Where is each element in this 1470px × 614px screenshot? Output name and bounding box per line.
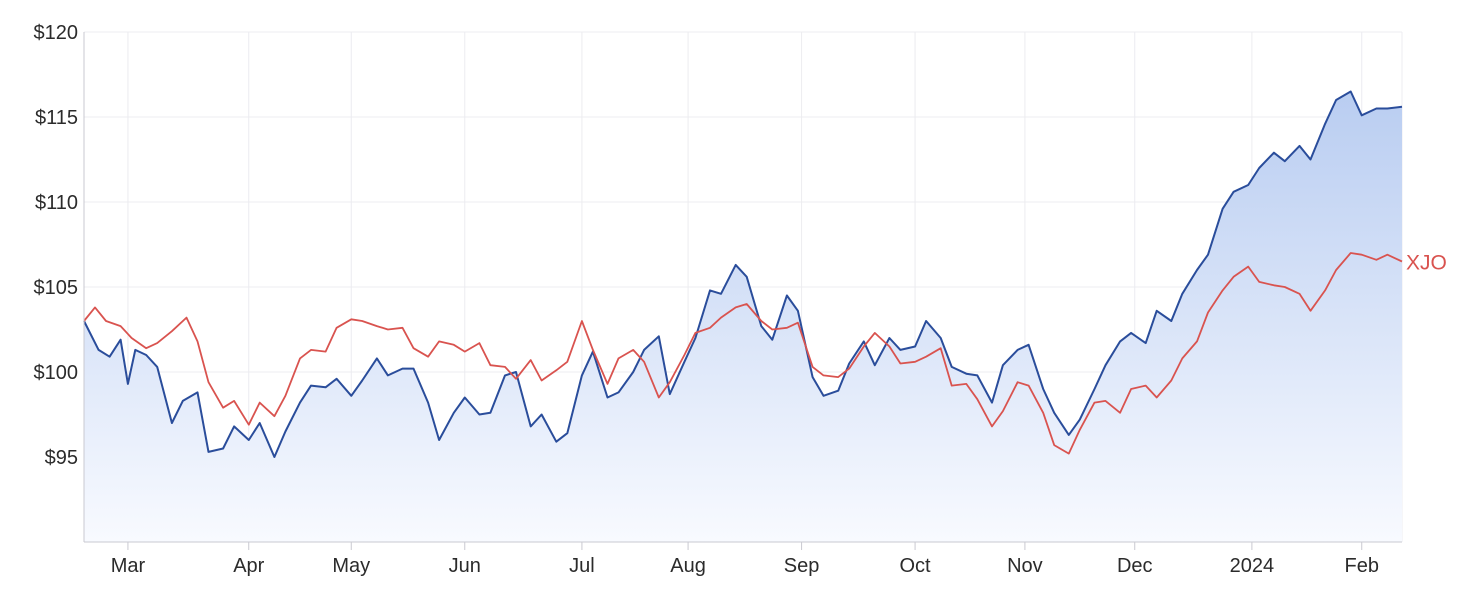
axes xyxy=(83,32,1402,550)
y-tick-label: $115 xyxy=(35,107,78,129)
tick-labels: $95 $100 $105 $110 $115 $120 Mar Apr May Jun Jul Au… xyxy=(34,22,1447,577)
price-series-line xyxy=(83,90,1403,458)
x-tick-label: May xyxy=(332,555,370,577)
x-tick-label: Nov xyxy=(1007,555,1043,577)
x-tick-label: Mar xyxy=(111,555,146,577)
x-tick-label: Dec xyxy=(1117,555,1153,577)
x-tick-label: Jun xyxy=(449,555,481,577)
series-lines xyxy=(83,90,1403,458)
y-tick-label: $105 xyxy=(34,277,79,299)
x-tick-label: Oct xyxy=(900,555,932,577)
x-tick-label: Apr xyxy=(233,555,264,577)
y-tick-label: $110 xyxy=(35,192,78,214)
price-area-fill xyxy=(84,91,1402,542)
y-tick-label: $95 xyxy=(45,447,78,469)
x-tick-label: Feb xyxy=(1344,555,1378,577)
area-fills xyxy=(84,91,1402,542)
x-tick-label: Jul xyxy=(569,555,595,577)
y-tick-label: $100 xyxy=(34,362,79,384)
x-tick-label: 2024 xyxy=(1230,555,1275,577)
y-tick-label: $120 xyxy=(34,22,79,44)
x-tick-label: Aug xyxy=(670,555,706,577)
xjo-series-label: XJO xyxy=(1406,252,1447,275)
x-tick-label: Sep xyxy=(784,555,820,577)
xjo-series-line xyxy=(83,252,1403,455)
